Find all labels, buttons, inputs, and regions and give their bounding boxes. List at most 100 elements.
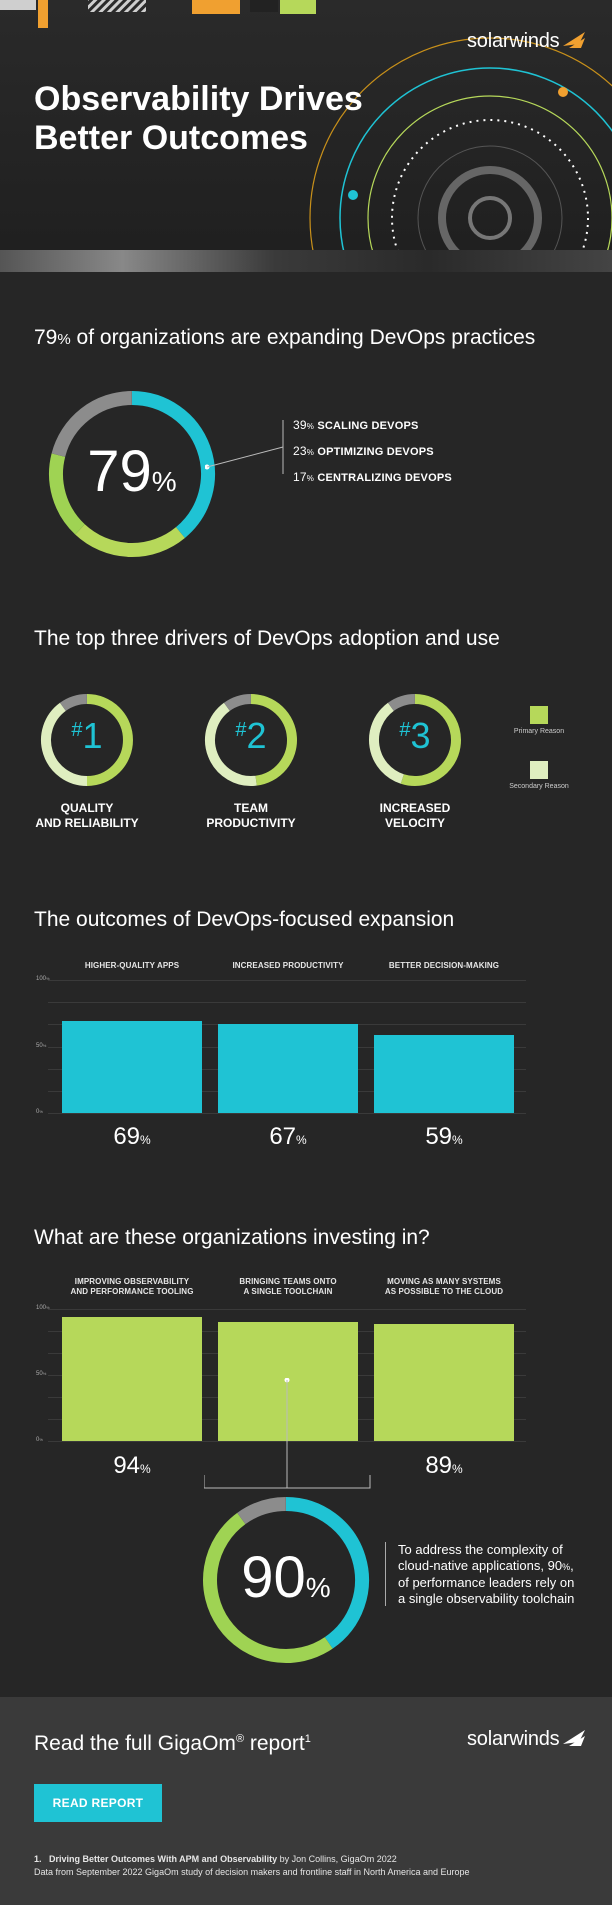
- axis-tick-value: 50: [36, 1371, 43, 1377]
- bar-value-sign: %: [452, 1462, 463, 1476]
- bar-category-label: HIGHER-QUALITY APPS: [84, 961, 180, 970]
- footer-title-sup: 1: [304, 1733, 311, 1745]
- footnote-author: by Jon Collins, GigaOm 2022: [277, 1854, 397, 1864]
- donut1-segment-1: [131, 391, 215, 538]
- bar-value-number: 59: [425, 1123, 453, 1150]
- driver-label-line-2: AND RELIABILITY: [35, 816, 139, 830]
- legend-item-label: SCALING DEVOPS: [314, 420, 419, 432]
- legend-item-pct-sign: %: [306, 448, 315, 457]
- donut1-value: 79%: [46, 438, 218, 505]
- bar-category-line-1: MOVING AS MANY SYSTEMS: [387, 1277, 501, 1286]
- legend-item-pct: 23%: [293, 444, 314, 458]
- devops-expansion-donut: [49, 391, 215, 557]
- axis-tick-value: 100: [36, 976, 47, 982]
- bar-value-label: 94%: [62, 1452, 202, 1480]
- primary-reason-swatch: [530, 706, 548, 724]
- secondary-reason-label: Secondary Reason: [509, 783, 569, 790]
- footnote-line-2: Data from September 2022 GigaOm study of…: [34, 1867, 470, 1877]
- callout-line-1: To address the complexity of: [398, 1542, 563, 1557]
- header-stripe: [0, 250, 612, 272]
- legend-item-2: 23% OPTIMIZING DEVOPS: [293, 444, 434, 458]
- driver-rank-hash: #: [399, 719, 411, 741]
- bar-1: [62, 1021, 202, 1113]
- driver-remainder-arc: [223, 694, 252, 712]
- donut2-segment-remainder: [237, 1497, 287, 1525]
- gridline: [48, 1309, 526, 1310]
- driver-donut-1: [41, 694, 133, 786]
- page-title: Observability Drives Better Outcomes: [34, 80, 454, 158]
- driver-rank-number: 1: [82, 715, 103, 756]
- footer-title-reg: ®: [235, 1733, 245, 1745]
- bar-callout-connector: [204, 1378, 371, 1489]
- driver-rank-hash: #: [235, 719, 247, 741]
- legend-item-1: 39% SCALING DEVOPS: [293, 418, 419, 432]
- donut1-connector: [205, 420, 284, 474]
- donut1-segment-remainder: [51, 391, 133, 458]
- section1-title-pct: 79: [34, 326, 58, 349]
- bar-category-label: IMPROVING OBSERVABILITY AND PERFORMANCE T…: [52, 1277, 212, 1297]
- driver-label-line-1: QUALITY: [60, 801, 114, 815]
- bar-value-label: 69%: [62, 1123, 202, 1151]
- donut1-segment-3: [49, 453, 85, 535]
- bar-category-label: BETTER DECISION-MAKING: [388, 961, 500, 970]
- axis-tick-unit: %: [46, 976, 50, 981]
- axis-tick-unit: %: [39, 1109, 43, 1114]
- axis-tick-value: 100: [36, 1305, 47, 1311]
- donut1-sign: %: [151, 466, 177, 497]
- driver-secondary-arc: [369, 702, 405, 784]
- footer-brand-logo: solarwinds: [467, 1728, 587, 1751]
- legend-item-pct: 17%: [293, 470, 314, 484]
- bar-category-line-2: AS POSSIBLE TO THE CLOUD: [384, 1287, 504, 1296]
- bar-category-label: BRINGING TEAMS ONTO A SINGLE TOOLCHAIN: [208, 1277, 368, 1297]
- donut2-value: 90%: [200, 1544, 372, 1611]
- axis-tick-unit: %: [46, 1305, 50, 1310]
- bar-value-number: 67: [269, 1123, 297, 1150]
- footnote-report-title[interactable]: Driving Better Outcomes With APM and Obs…: [49, 1854, 278, 1864]
- axis-tick-label: 100%: [36, 1305, 50, 1311]
- axis-tick-unit: %: [42, 1371, 47, 1376]
- bar-value-label: 67%: [218, 1123, 358, 1151]
- brand-name: solarwinds: [467, 30, 560, 52]
- bar-value-label: 59%: [374, 1123, 514, 1151]
- driver-secondary-arc: [205, 702, 257, 786]
- driver-rank-number: 2: [246, 715, 267, 756]
- callout-line-2-text: cloud-native applications, 90: [398, 1558, 563, 1573]
- driver-primary-arc: [86, 694, 133, 786]
- footer-title-text: Read the full GigaOm: [34, 1732, 236, 1755]
- driver-label-line-2: PRODUCTIVITY: [206, 816, 296, 830]
- driver-donut-2: [205, 694, 297, 786]
- legend-item-pct-value: 23: [293, 444, 307, 458]
- section1-title: 79% of organizations are expanding DevOp…: [34, 326, 535, 350]
- donut2-segment-green: [203, 1512, 333, 1663]
- driver-label-line-2: VELOCITY: [384, 816, 445, 830]
- bar-value-sign: %: [452, 1133, 463, 1147]
- donut2-number: 90: [241, 1545, 306, 1610]
- driver-donut-3: [369, 694, 461, 786]
- axis-tick-label: 50%: [36, 1043, 46, 1049]
- gridline: [48, 1113, 526, 1114]
- driver-rank-1: #1: [47, 715, 127, 757]
- footnote-number: 1.: [34, 1854, 42, 1864]
- driver-rank-number: 3: [410, 715, 431, 756]
- bar-value-number: 94: [113, 1452, 141, 1479]
- bar-category-label: MOVING AS MANY SYSTEMS AS POSSIBLE TO THE…: [364, 1277, 524, 1297]
- section1-title-pct-sign: %: [57, 331, 71, 348]
- footer-brand-mark-icon: [563, 1730, 586, 1746]
- toolchain-callout: To address the complexity of cloud-nativ…: [398, 1542, 588, 1607]
- section1-title-text: of organizations are expanding DevOps pr…: [70, 326, 536, 349]
- driver-rank-2: #2: [211, 715, 291, 757]
- driver-rank-hash: #: [71, 719, 83, 741]
- axis-tick-label: 0%: [36, 1109, 43, 1115]
- callout-line-2: cloud-native applications, 90%,: [398, 1558, 574, 1573]
- brand-mark-icon: [563, 32, 586, 48]
- legend-item-label: OPTIMIZING DEVOPS: [314, 446, 434, 458]
- secondary-reason-swatch: [530, 761, 548, 779]
- driver-primary-arc: [250, 694, 297, 786]
- read-report-button[interactable]: READ REPORT: [34, 1784, 162, 1822]
- legend-item-pct-sign: %: [306, 422, 315, 431]
- legend-item-pct-value: 39: [293, 418, 307, 432]
- driver-secondary-arc: [41, 702, 88, 786]
- donut1-segment-2: [75, 524, 185, 557]
- bar-value-number: 89: [425, 1452, 453, 1479]
- driver-label-2: TEAM PRODUCTIVITY: [181, 801, 321, 831]
